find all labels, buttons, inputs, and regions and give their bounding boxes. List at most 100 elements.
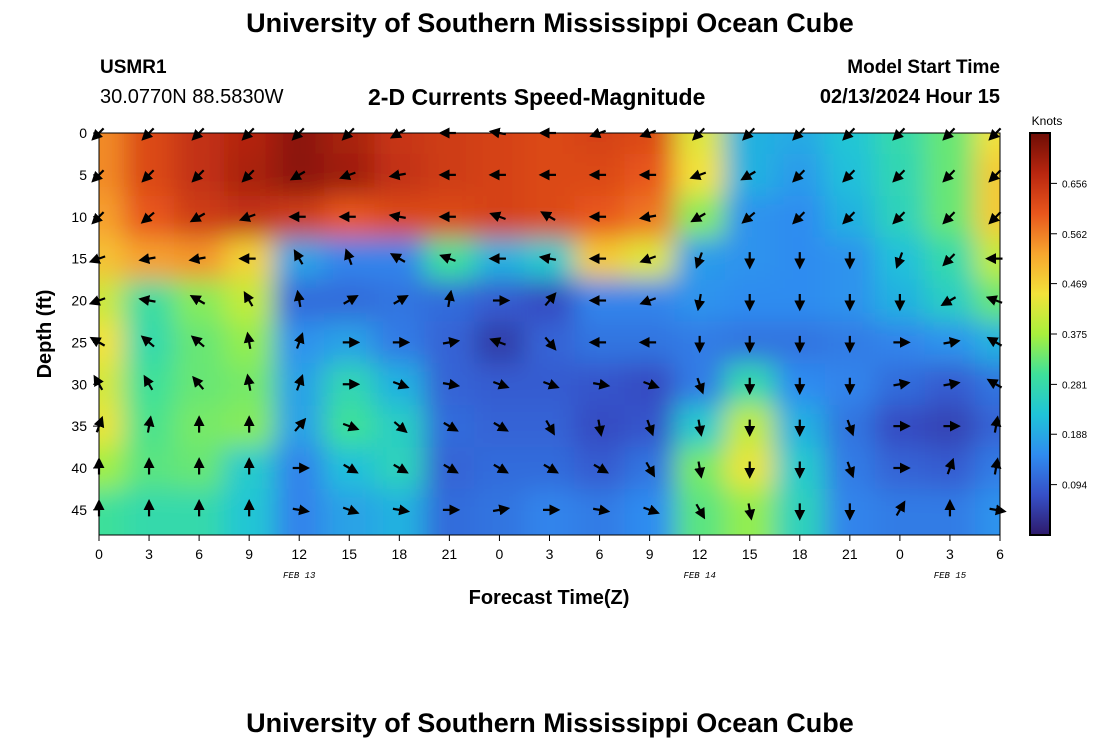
- colorbar-tick-label: 0.094: [1062, 481, 1087, 492]
- current-vector-arrow: [243, 373, 255, 391]
- heatmap-cell: [99, 405, 125, 448]
- current-vector-arrow: [138, 253, 156, 265]
- heatmap-cell: [99, 321, 125, 364]
- x-tick-label: 15: [341, 546, 357, 562]
- y-tick-label: 35: [71, 418, 87, 434]
- heatmap-cell: [724, 133, 776, 155]
- heatmap-cell: [99, 153, 125, 197]
- heatmap-cell: [874, 133, 926, 155]
- heatmap-cell: [774, 133, 826, 155]
- current-vector-arrow: [892, 169, 906, 183]
- current-vector-arrow: [342, 420, 360, 432]
- current-vector-arrow: [792, 211, 806, 225]
- current-vector-arrow: [942, 169, 956, 183]
- heatmap-cell: [99, 279, 125, 322]
- current-vector-arrow: [189, 295, 206, 306]
- current-vector-arrow: [538, 253, 557, 265]
- heatmap-cell: [99, 195, 125, 239]
- y-axis: 0 5 10 15 20 25 30 35 40 45: [71, 125, 99, 518]
- current-vector-arrow: [492, 504, 511, 516]
- current-vector-arrow: [842, 211, 856, 225]
- current-vector-arrow: [988, 169, 1002, 183]
- x-tick-label: 12: [291, 546, 307, 562]
- current-vector-arrow: [140, 211, 155, 224]
- current-vector-arrow: [293, 289, 305, 308]
- current-vector-arrow: [293, 249, 305, 265]
- current-vector-arrow: [689, 169, 707, 181]
- colorbar-label: Knots: [1032, 114, 1063, 128]
- current-vector-arrow: [643, 504, 660, 516]
- current-vector-arrow: [942, 253, 956, 267]
- y-tick-label: 10: [71, 209, 87, 225]
- date-label: FEB 13: [283, 571, 316, 581]
- current-vector-arrow: [143, 374, 154, 391]
- current-vector-arrow: [141, 169, 155, 183]
- station-id: USMR1: [100, 57, 167, 78]
- current-vector-arrow: [592, 504, 611, 516]
- current-vector-arrow: [540, 211, 556, 222]
- current-vector-arrow: [443, 289, 455, 308]
- current-vector-arrow: [592, 378, 611, 390]
- current-vector-arrow: [292, 504, 310, 516]
- heatmap-cell: [924, 133, 976, 155]
- station-coordinates: 30.0770N 88.5830W: [100, 86, 284, 108]
- current-vector-arrow: [544, 419, 555, 436]
- current-vector-arrow: [138, 295, 156, 306]
- colorbar-tick-label: 0.469: [1062, 280, 1087, 291]
- current-vector-arrow: [393, 463, 409, 474]
- current-vector-arrow: [943, 378, 961, 390]
- current-vector-arrow: [544, 336, 557, 351]
- heatmap-cell: [424, 133, 475, 155]
- x-axis: 0 3 6 9 12 15 18 21 0 3 6 9 12 15 18 21 0 3 6 FEB 13 FEB 14 F…: [95, 535, 1004, 581]
- current-vector-arrow: [489, 211, 506, 222]
- current-vector-arrow: [393, 295, 409, 306]
- current-vector-arrow: [392, 379, 410, 390]
- current-vector-arrow: [543, 463, 559, 474]
- colorbar-tick-label: 0.281: [1062, 380, 1087, 391]
- y-tick-label: 5: [79, 167, 87, 183]
- current-vector-arrow: [893, 378, 911, 390]
- current-vector-arrow: [894, 252, 906, 269]
- y-tick-label: 45: [71, 502, 87, 518]
- current-vector-arrow: [241, 169, 255, 183]
- y-axis-label: Depth (ft): [34, 290, 56, 379]
- heatmap-cell: [674, 133, 726, 155]
- current-vector-arrow: [544, 292, 557, 307]
- current-vector-arrow: [741, 211, 756, 224]
- current-vector-arrow: [339, 169, 356, 181]
- current-vector-arrow: [694, 503, 706, 520]
- current-vector-arrow: [342, 504, 360, 516]
- current-vector-arrow: [388, 211, 406, 223]
- heatmap-cell: [274, 133, 325, 155]
- speed-heatmap: [99, 133, 1000, 535]
- current-vector-arrow: [393, 421, 408, 434]
- x-tick-label: 3: [946, 546, 954, 562]
- x-tick-label: 3: [145, 546, 153, 562]
- heatmap-cell: [574, 133, 626, 155]
- current-vector-arrow: [990, 415, 1002, 433]
- y-tick-label: 30: [71, 376, 87, 392]
- current-vector-arrow: [638, 211, 657, 223]
- date-label: FEB 15: [934, 571, 967, 581]
- current-vector-arrow: [443, 421, 459, 432]
- current-vector-arrow: [143, 415, 155, 433]
- current-vector-arrow: [892, 211, 906, 225]
- current-vector-arrow: [191, 169, 205, 183]
- current-vector-arrow: [243, 291, 254, 307]
- current-vector-arrow: [694, 419, 706, 437]
- current-vector-arrow: [744, 503, 756, 521]
- current-vector-arrow: [442, 336, 461, 348]
- current-vector-arrow: [694, 293, 706, 312]
- current-vector-arrow: [493, 463, 509, 474]
- current-vector-arrow: [493, 421, 509, 432]
- x-tick-label: 6: [596, 546, 604, 562]
- current-vector-arrow: [442, 378, 461, 390]
- current-vector-arrow: [940, 295, 957, 306]
- x-tick-label: 9: [245, 546, 253, 562]
- x-tick-label: 0: [496, 546, 504, 562]
- current-vector-arrow: [740, 170, 756, 181]
- current-vector-arrow: [792, 169, 806, 183]
- footer-title: University of Southern Mississippi Ocean…: [246, 708, 854, 738]
- x-tick-label: 6: [996, 546, 1004, 562]
